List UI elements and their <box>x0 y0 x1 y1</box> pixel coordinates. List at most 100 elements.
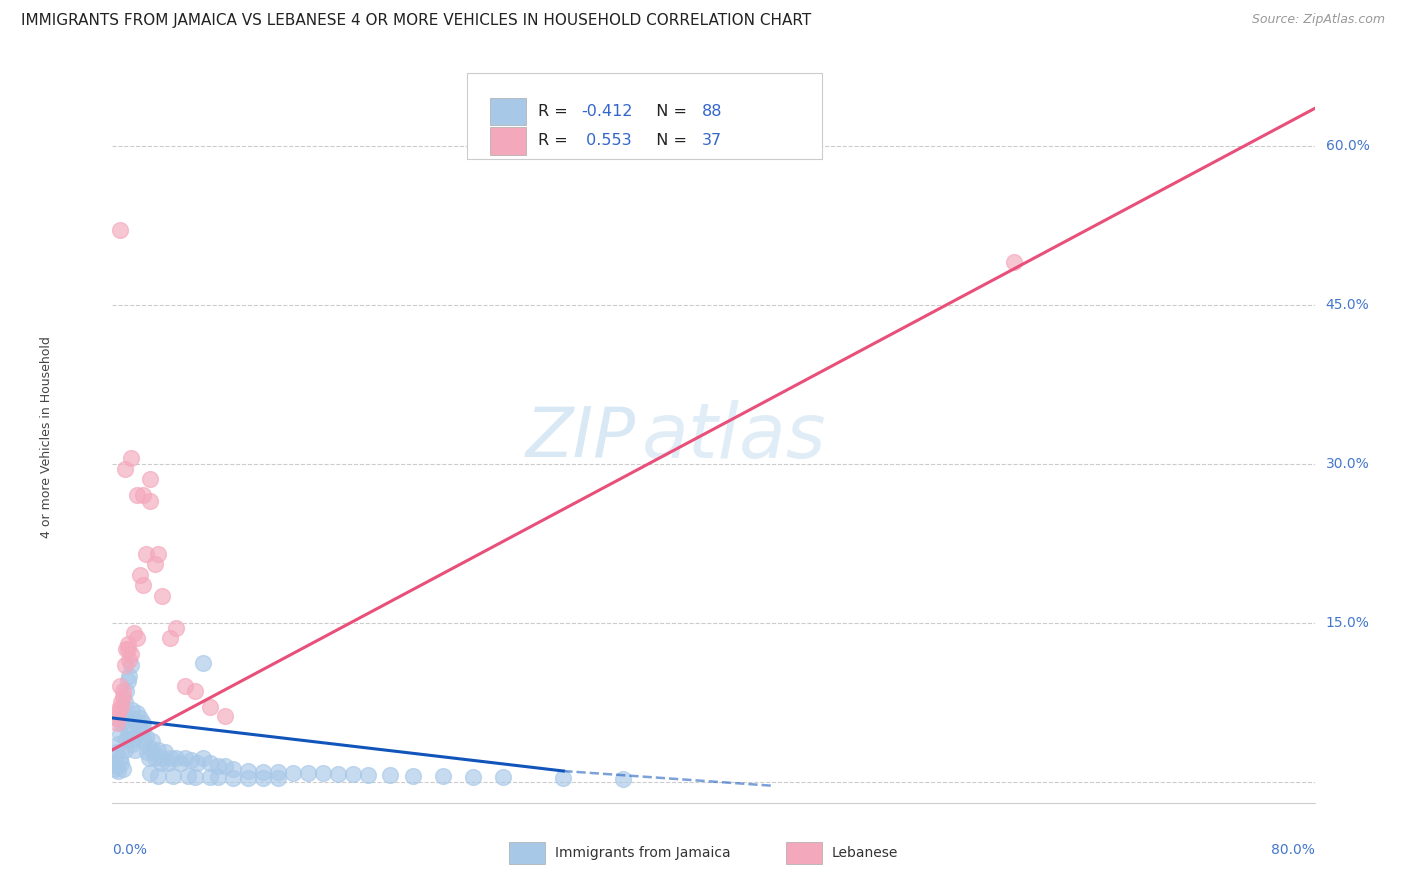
Text: -0.412: -0.412 <box>581 104 633 120</box>
Point <box>267 772 290 786</box>
Point <box>132 734 155 748</box>
Text: 80.0%: 80.0% <box>1271 843 1315 857</box>
Point <box>110 695 132 709</box>
Point <box>222 772 245 786</box>
FancyBboxPatch shape <box>786 841 821 863</box>
Point <box>191 751 214 765</box>
Point <box>139 766 162 780</box>
Point <box>138 751 160 765</box>
Text: Source: ZipAtlas.com: Source: ZipAtlas.com <box>1251 13 1385 27</box>
Point <box>1002 255 1025 269</box>
Text: 0.0%: 0.0% <box>112 843 148 857</box>
Point <box>139 740 162 755</box>
Point <box>105 716 128 731</box>
Point <box>146 769 169 783</box>
Point <box>117 642 139 657</box>
Point <box>120 711 142 725</box>
Point <box>117 637 139 651</box>
Point <box>143 558 166 572</box>
Point <box>110 700 132 714</box>
Point <box>107 706 129 720</box>
Point <box>108 679 131 693</box>
Text: N =: N = <box>647 133 692 148</box>
Point <box>312 766 335 780</box>
Text: Immigrants from Jamaica: Immigrants from Jamaica <box>555 846 731 860</box>
Point <box>110 756 132 770</box>
Point <box>125 706 148 720</box>
FancyBboxPatch shape <box>489 127 526 154</box>
Point <box>120 658 142 673</box>
Point <box>120 648 142 662</box>
Point <box>108 727 131 741</box>
Point <box>128 567 150 582</box>
Point <box>127 716 149 731</box>
Point <box>131 716 153 731</box>
Point <box>114 658 136 673</box>
Point <box>180 753 202 767</box>
Point <box>191 656 214 670</box>
Text: 4 or more Vehicles in Household: 4 or more Vehicles in Household <box>39 336 53 538</box>
Point <box>165 751 187 765</box>
Point <box>139 493 162 508</box>
Text: 30.0%: 30.0% <box>1326 457 1369 471</box>
Text: Lebanese: Lebanese <box>831 846 897 860</box>
Text: N =: N = <box>647 104 692 120</box>
Point <box>281 766 304 780</box>
Point <box>461 770 484 784</box>
Point <box>184 684 207 698</box>
Text: R =: R = <box>538 104 572 120</box>
Point <box>165 621 187 635</box>
Point <box>108 751 131 765</box>
Point <box>162 769 184 783</box>
Point <box>103 756 125 770</box>
Point <box>553 772 575 786</box>
Point <box>108 223 131 237</box>
Point <box>124 743 146 757</box>
Point <box>131 488 153 502</box>
Point <box>157 756 180 770</box>
Text: 60.0%: 60.0% <box>1326 138 1369 153</box>
Point <box>252 772 274 786</box>
Text: 0.553: 0.553 <box>581 133 631 148</box>
Point <box>297 766 319 780</box>
Point <box>139 473 162 487</box>
Point <box>131 578 153 592</box>
Point <box>105 758 128 772</box>
Point <box>143 751 166 765</box>
Point <box>118 653 141 667</box>
Point <box>135 730 157 744</box>
Point <box>492 770 515 784</box>
Point <box>135 547 157 561</box>
Point <box>136 745 159 759</box>
Point <box>153 745 176 759</box>
Point <box>214 758 236 772</box>
Point <box>150 589 173 603</box>
Point <box>124 713 146 727</box>
Point <box>141 734 163 748</box>
Point <box>121 738 143 752</box>
Point <box>612 772 634 787</box>
Point <box>252 765 274 780</box>
Point <box>131 722 153 736</box>
Text: atlas: atlas <box>641 401 825 474</box>
Point <box>146 743 169 757</box>
Point <box>104 762 127 776</box>
FancyBboxPatch shape <box>489 98 526 126</box>
Point <box>146 547 169 561</box>
Point <box>114 743 136 757</box>
Point <box>184 770 207 784</box>
Point <box>214 709 236 723</box>
Point <box>111 684 134 698</box>
Point <box>150 751 173 765</box>
FancyBboxPatch shape <box>509 841 546 863</box>
Point <box>128 722 150 736</box>
Point <box>357 768 380 782</box>
Point <box>115 684 138 698</box>
Point <box>198 770 221 784</box>
Point <box>122 732 145 747</box>
Point <box>267 765 290 780</box>
Point <box>110 716 132 731</box>
Point <box>107 764 129 778</box>
Text: R =: R = <box>538 133 572 148</box>
Point <box>236 772 259 786</box>
